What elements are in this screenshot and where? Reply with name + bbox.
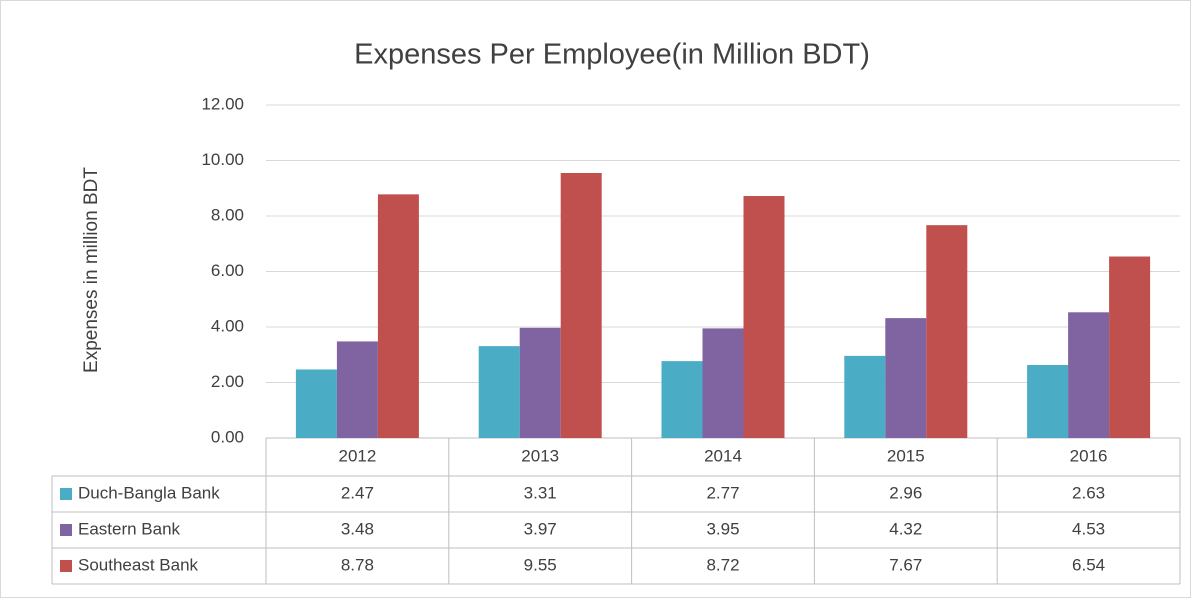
chart-title: Expenses Per Employee(in Million BDT) xyxy=(354,39,870,71)
legend-label: Duch-Bangla Bank xyxy=(78,483,220,502)
table-value: 3.31 xyxy=(524,483,557,502)
y-tick-label: 6.00 xyxy=(211,261,244,280)
x-tick-label: 2016 xyxy=(1070,446,1108,465)
bar xyxy=(926,225,968,438)
bar xyxy=(1068,312,1110,438)
legend-label: Southeast Bank xyxy=(78,555,199,574)
bar xyxy=(885,318,927,438)
y-tick-label: 8.00 xyxy=(211,205,244,224)
y-tick-label: 12.00 xyxy=(201,94,244,113)
x-tick-label: 2014 xyxy=(704,446,742,465)
table-value: 3.97 xyxy=(524,519,557,538)
bar xyxy=(702,328,744,438)
table-value: 6.54 xyxy=(1072,555,1105,574)
x-tick-label: 2013 xyxy=(521,446,559,465)
x-tick-label: 2012 xyxy=(338,446,376,465)
bar xyxy=(336,341,378,438)
bar xyxy=(1109,256,1151,438)
table-value: 3.95 xyxy=(706,519,739,538)
legend-label: Eastern Bank xyxy=(78,519,181,538)
bar xyxy=(478,346,520,438)
x-tick-label: 2015 xyxy=(887,446,925,465)
bar xyxy=(295,369,337,438)
legend-swatch xyxy=(60,488,72,500)
table-value: 2.47 xyxy=(341,483,374,502)
y-tick-label: 2.00 xyxy=(211,372,244,391)
legend-swatch xyxy=(60,524,72,536)
table-value: 2.77 xyxy=(706,483,739,502)
y-axis-label: Expenses in million BDT xyxy=(81,167,102,373)
y-tick-label: 10.00 xyxy=(201,150,244,169)
bar xyxy=(743,196,785,438)
legend-swatch xyxy=(60,560,72,572)
table-value: 9.55 xyxy=(524,555,557,574)
bar xyxy=(844,355,886,438)
table-value: 8.72 xyxy=(706,555,739,574)
table-value: 8.78 xyxy=(341,555,374,574)
table-value: 3.48 xyxy=(341,519,374,538)
bar xyxy=(519,327,561,438)
table-value: 7.67 xyxy=(889,555,922,574)
table-value: 2.63 xyxy=(1072,483,1105,502)
bar xyxy=(661,361,703,438)
table-value: 4.32 xyxy=(889,519,922,538)
bar xyxy=(1027,365,1069,438)
bar xyxy=(560,172,602,439)
bar xyxy=(377,194,419,438)
table-value: 4.53 xyxy=(1072,519,1105,538)
y-tick-label: 4.00 xyxy=(211,316,244,335)
y-tick-label: 0.00 xyxy=(211,427,244,446)
table-value: 2.96 xyxy=(889,483,922,502)
